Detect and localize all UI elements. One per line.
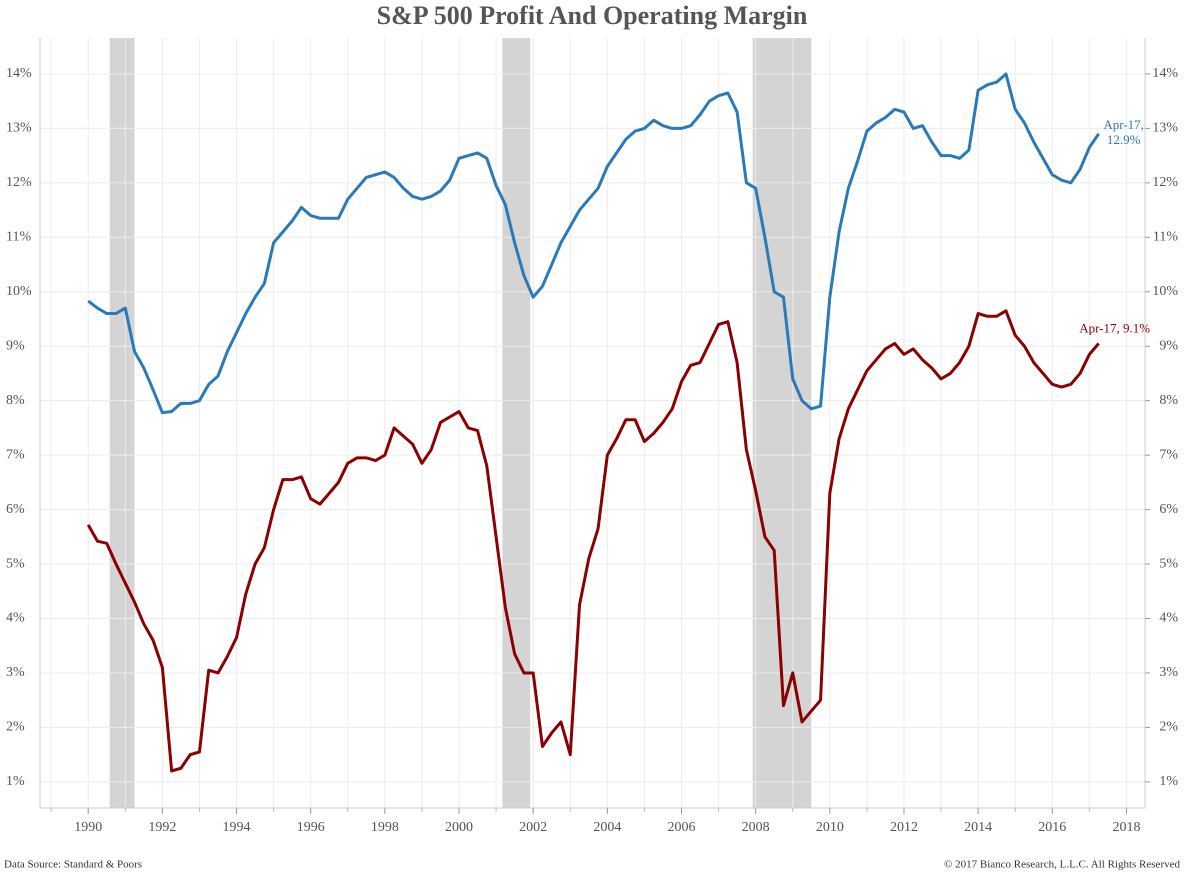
x-tick-label: 1996 bbox=[297, 820, 325, 835]
y-tick-label: 2% bbox=[6, 720, 25, 735]
y-tick-label: 11% bbox=[6, 230, 31, 245]
y2-tick-label: 4% bbox=[1159, 611, 1178, 626]
x-tick-label: 2000 bbox=[445, 820, 473, 835]
y-tick-label: 14% bbox=[6, 66, 32, 81]
y2-tick-label: 2% bbox=[1159, 720, 1178, 735]
y2-tick-label: 8% bbox=[1159, 393, 1178, 408]
recession-band bbox=[502, 38, 531, 808]
recession-band bbox=[109, 38, 135, 808]
y-tick-label: 6% bbox=[6, 502, 25, 517]
y-tick-label: 1% bbox=[6, 774, 25, 789]
y2-tick-label: 6% bbox=[1159, 502, 1178, 517]
end-label: Apr-17, 9.1% bbox=[1079, 320, 1150, 335]
y2-tick-label: 13% bbox=[1152, 121, 1178, 136]
y2-tick-label: 1% bbox=[1159, 774, 1178, 789]
y2-tick-label: 10% bbox=[1152, 284, 1178, 299]
y2-tick-label: 7% bbox=[1159, 447, 1178, 462]
y2-tick-label: 12% bbox=[1152, 175, 1178, 190]
y-tick-label: 10% bbox=[6, 284, 32, 299]
y2-tick-label: 9% bbox=[1159, 338, 1178, 353]
y-tick-label: 9% bbox=[6, 338, 25, 353]
x-tick-label: 2002 bbox=[519, 820, 547, 835]
series-line bbox=[86, 309, 1100, 773]
y-tick-label: 13% bbox=[6, 121, 32, 136]
y-tick-label: 8% bbox=[6, 393, 25, 408]
y-tick-label: 7% bbox=[6, 447, 25, 462]
x-tick-label: 2014 bbox=[964, 820, 992, 835]
y2-tick-label: 3% bbox=[1159, 665, 1178, 680]
y2-tick-label: 11% bbox=[1153, 230, 1178, 245]
x-tick-label: 1992 bbox=[148, 820, 176, 835]
x-tick-label: 1998 bbox=[371, 820, 399, 835]
x-tick-label: 1994 bbox=[223, 820, 251, 835]
y2-tick-label: 14% bbox=[1152, 66, 1178, 81]
x-tick-label: 1990 bbox=[74, 820, 102, 835]
source-note: Data Source: Standard & Poors bbox=[4, 859, 142, 871]
y-tick-label: 3% bbox=[6, 665, 25, 680]
x-tick-label: 2008 bbox=[742, 820, 770, 835]
x-tick-label: 2004 bbox=[593, 820, 621, 835]
copyright-note: © 2017 Bianco Research, L.L.C. All Right… bbox=[944, 859, 1180, 871]
end-label: Apr-17, bbox=[1103, 117, 1144, 132]
y-tick-label: 12% bbox=[6, 175, 32, 190]
x-tick-label: 2018 bbox=[1112, 820, 1140, 835]
x-tick-label: 2006 bbox=[667, 820, 695, 835]
y-tick-label: 5% bbox=[6, 556, 25, 571]
y-tick-label: 4% bbox=[6, 611, 25, 626]
x-tick-label: 2010 bbox=[816, 820, 844, 835]
chart-title: S&P 500 Profit And Operating Margin bbox=[377, 1, 808, 30]
y2-tick-label: 5% bbox=[1159, 556, 1178, 571]
x-tick-label: 2012 bbox=[890, 820, 918, 835]
end-label: 12.9% bbox=[1107, 132, 1141, 147]
x-tick-label: 2016 bbox=[1038, 820, 1066, 835]
series-line bbox=[87, 72, 1100, 415]
